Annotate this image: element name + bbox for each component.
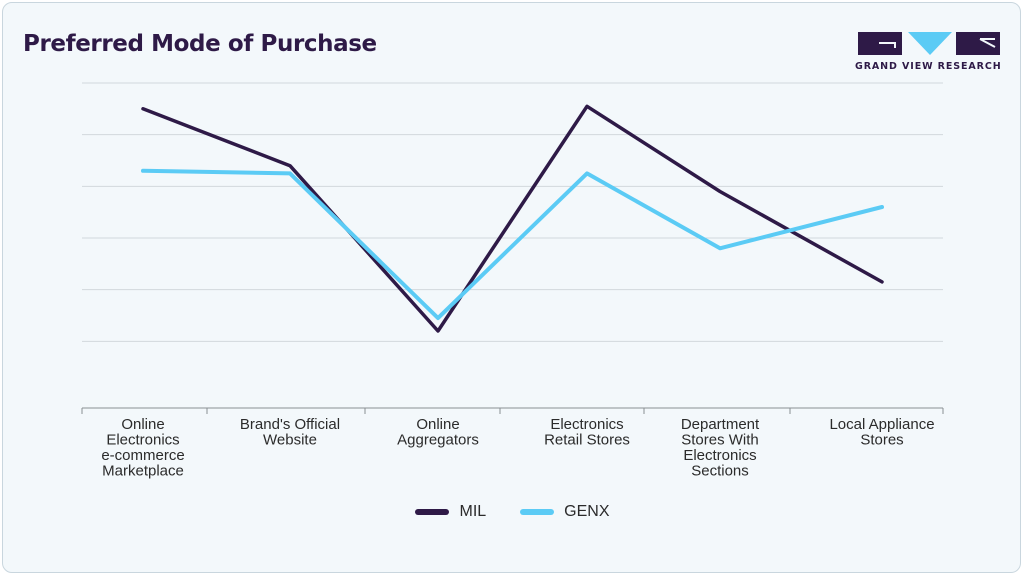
brand-logo-mark xyxy=(858,32,1000,55)
grid-lines xyxy=(82,82,943,342)
x-tick-label: Electronics Retail Stores xyxy=(544,416,630,449)
x-tick-label: Local Appliance Stores xyxy=(829,416,934,449)
series-line-genx xyxy=(141,168,884,321)
legend-item-genx: GENX xyxy=(520,503,610,521)
x-tick-label-line: Brand's Official xyxy=(240,416,340,433)
x-tick-label-line: Online xyxy=(121,416,164,433)
legend-item-mil: MIL xyxy=(415,503,486,521)
x-tick-label-line: Local Appliance xyxy=(829,416,934,433)
x-tick-label-line: Stores With xyxy=(681,432,759,449)
line-chart: Online Electronics e-commerce MarketplaceBr… xyxy=(81,82,944,480)
x-tick-label-line: Stores xyxy=(860,432,903,449)
x-tick-label-line: Retail Stores xyxy=(544,432,630,449)
x-tick-label: Department Stores With Electronics Sections xyxy=(681,416,760,480)
brand-name: GRAND VIEW RESEARCH xyxy=(855,61,1002,72)
x-tick-label-line: Aggregators xyxy=(397,432,479,449)
x-tick-label-line: Electronics xyxy=(106,432,179,449)
series-lines xyxy=(141,104,884,333)
x-tick-label-line: Electronics xyxy=(683,447,756,464)
x-tick-label-line: Website xyxy=(263,432,317,449)
x-tick-label-line: Online xyxy=(416,416,459,433)
series-line-mil xyxy=(141,104,884,333)
legend: MIL GENX xyxy=(3,503,1020,521)
x-axis xyxy=(81,407,944,414)
legend-label-genx: GENX xyxy=(564,503,610,520)
x-tick-label: Online Aggregators xyxy=(397,416,479,449)
x-tick-label: Brand's Official Website xyxy=(240,416,340,449)
x-tick-label-line: e-commerce xyxy=(101,447,184,464)
x-tick-label-line: Department xyxy=(681,416,760,433)
x-tick-label: Online Electronics e-commerce Marketplace xyxy=(101,416,184,480)
x-tick-label-line: Marketplace xyxy=(102,463,184,480)
x-tick-labels: Online Electronics e-commerce MarketplaceBr… xyxy=(101,416,934,480)
x-tick-label-line: Electronics xyxy=(550,416,623,433)
legend-swatch-genx xyxy=(520,509,555,515)
chart-title: Preferred Mode of Purchase xyxy=(23,31,377,57)
legend-label-mil: MIL xyxy=(459,503,487,520)
brand-logo: GRAND VIEW RESEARCH xyxy=(855,28,1002,74)
legend-swatch-mil xyxy=(415,509,450,515)
x-tick-label-line: Sections xyxy=(691,463,749,480)
